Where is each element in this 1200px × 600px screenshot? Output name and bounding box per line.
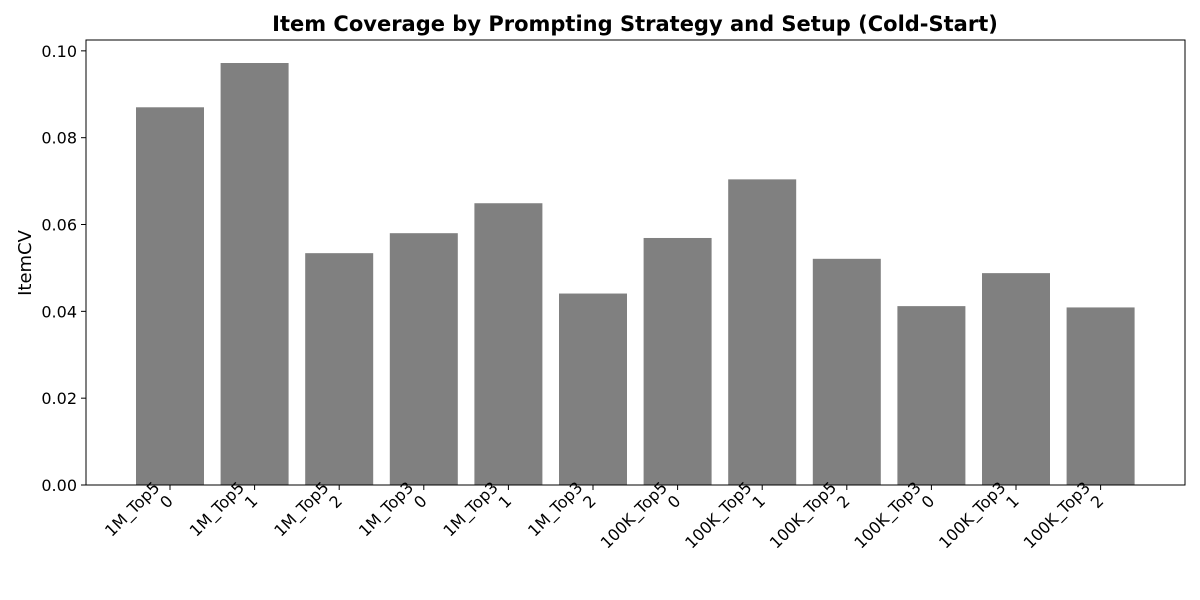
y-tick-label: 0.10 — [41, 42, 77, 61]
x-tick-label: 1M_Top52 — [270, 478, 346, 554]
x-tick-label: 100K_Top31 — [935, 478, 1023, 566]
x-tick-label: 100K_Top50 — [597, 478, 685, 566]
x-tick-label-line: 1M_Top3 — [524, 478, 587, 541]
x-tick-label-line: 100K_Top5 — [681, 478, 756, 553]
x-tick-label-line: 0 — [918, 491, 939, 512]
bar-0 — [136, 107, 204, 485]
x-tick-label: 1M_Top50 — [101, 478, 177, 554]
x-tick-label: 100K_Top32 — [1020, 478, 1108, 566]
y-axis-label: ItemCV — [15, 229, 36, 296]
x-tick-label-line: 1 — [1002, 491, 1023, 512]
bar-8 — [812, 258, 881, 485]
bar-6 — [643, 237, 712, 485]
x-tick-label-line: 0 — [156, 491, 177, 512]
y-tick-label: 0.06 — [41, 216, 77, 235]
x-tick-label-line: 100K_Top5 — [597, 478, 672, 553]
x-tick-label: 1M_Top30 — [355, 478, 431, 554]
x-tick-label-line: 1 — [495, 491, 516, 512]
bar-11 — [1066, 307, 1135, 485]
x-tick-label: 1M_Top51 — [186, 478, 262, 554]
x-ticks-group: 1M_Top50 1M_Top51 1M_Top52 1M_Top30 1M_Top31… — [101, 478, 1108, 566]
x-tick-label-line: 1 — [748, 491, 769, 512]
x-tick-label-line: 100K_Top3 — [935, 478, 1010, 553]
x-tick-label: 100K_Top52 — [766, 478, 854, 566]
x-tick-label-line: 1M_Top5 — [101, 478, 164, 541]
x-tick-label-line: 1M_Top3 — [439, 478, 502, 541]
bar-1 — [220, 63, 289, 485]
x-tick-label-line: 2 — [833, 491, 854, 512]
x-tick-label-line: 2 — [1087, 491, 1108, 512]
bar-7 — [728, 179, 797, 486]
x-tick-label-line: 100K_Top5 — [766, 478, 841, 553]
chart-title: Item Coverage by Prompting Strategy and … — [272, 12, 998, 36]
x-tick-label-line: 100K_Top3 — [850, 478, 925, 553]
y-tick-label: 0.04 — [41, 302, 77, 321]
plot-frame — [85, 39, 1186, 486]
bar-4 — [474, 203, 543, 486]
bar-3 — [389, 233, 458, 485]
x-tick-label-line: 2 — [325, 491, 346, 512]
bar-2 — [305, 253, 374, 485]
y-ticks-group: 0.00 0.02 0.04 0.06 0.08 0.10 — [41, 42, 86, 495]
bars-group — [136, 63, 1135, 486]
x-tick-label: 100K_Top30 — [850, 478, 938, 566]
bar-5 — [559, 293, 627, 485]
x-tick-label: 1M_Top31 — [439, 478, 515, 554]
y-tick-label: 0.08 — [41, 129, 77, 148]
x-tick-label-line: 1M_Top3 — [355, 478, 418, 541]
x-tick-label-line: 1M_Top5 — [186, 478, 249, 541]
x-tick-label-line: 100K_Top3 — [1020, 478, 1095, 553]
x-tick-label: 1M_Top32 — [524, 478, 600, 554]
y-tick-label: 0.00 — [41, 476, 77, 495]
x-tick-label-line: 0 — [664, 491, 685, 512]
x-tick-label-line: 2 — [579, 491, 600, 512]
y-tick-label: 0.02 — [41, 389, 77, 408]
x-tick-label-line: 1M_Top5 — [270, 478, 333, 541]
x-tick-label: 100K_Top51 — [681, 478, 769, 566]
bar-10 — [982, 273, 1050, 485]
x-tick-label-line: 1 — [241, 491, 262, 512]
x-tick-label-line: 0 — [410, 491, 431, 512]
bar-9 — [897, 306, 966, 485]
